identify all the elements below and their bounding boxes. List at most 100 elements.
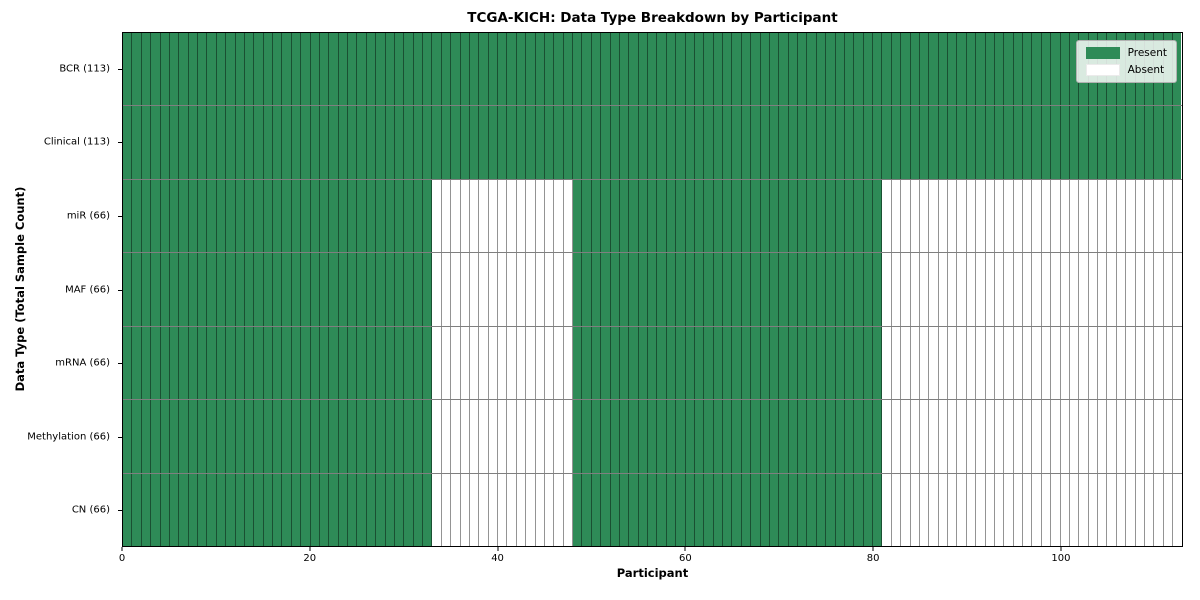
heatmap-cell [319, 253, 330, 326]
heatmap-cell [591, 253, 602, 326]
heatmap-cell [779, 473, 789, 546]
heatmap-cell [826, 326, 836, 400]
heatmap-cell [516, 106, 527, 179]
heatmap-cell [591, 326, 602, 400]
x-tick-mark [309, 547, 311, 551]
heatmap-cell [207, 253, 217, 326]
heatmap-cell [291, 106, 302, 179]
y-tick-label: MAF (66) [65, 284, 110, 295]
heatmap-cell [807, 400, 817, 473]
heatmap-cell [460, 253, 470, 326]
heatmap-cell [957, 33, 967, 106]
heatmap-cell [769, 33, 780, 106]
x-tick-label: 0 [118, 553, 126, 564]
heatmap-cell [160, 33, 170, 106]
heatmap-cell [451, 179, 461, 253]
heatmap-cell [844, 179, 855, 253]
heatmap-cell [591, 33, 602, 106]
heatmap-cell [329, 33, 339, 106]
heatmap-cell [451, 473, 461, 546]
x-tick-mark [121, 547, 123, 551]
heatmap-cell [976, 326, 986, 400]
heatmap-cell [1126, 400, 1136, 473]
heatmap-cell [816, 106, 827, 179]
y-axis: BCR (113) Clinical (113) miR (66) MAF (66) m… [0, 32, 122, 547]
heatmap-cell [469, 253, 480, 326]
heatmap-cell [1154, 400, 1164, 473]
heatmap-cell [141, 326, 152, 400]
heatmap-cell [732, 473, 742, 546]
heatmap-cell [1060, 33, 1070, 106]
heatmap-cell [460, 179, 470, 253]
heatmap-cell [929, 179, 939, 253]
heatmap-cell [1013, 33, 1023, 106]
heatmap-cell [488, 473, 498, 546]
heatmap-cell [1051, 106, 1061, 179]
heatmap-cell [816, 179, 827, 253]
heatmap-cell [1060, 106, 1070, 179]
heatmap-cell [816, 33, 827, 106]
heatmap-cell [394, 326, 405, 400]
heatmap-cell [938, 106, 948, 179]
heatmap-cell [301, 400, 311, 473]
heatmap-cell [948, 400, 958, 473]
heatmap-cell [357, 106, 367, 179]
heatmap-cell [910, 400, 920, 473]
heatmap-cell [573, 326, 583, 400]
heatmap-cell [554, 33, 564, 106]
heatmap-cell [1013, 400, 1023, 473]
heatmap-cell [1135, 179, 1145, 253]
heatmap-cell [694, 179, 705, 253]
heatmap-cell [573, 253, 583, 326]
heatmap-cell [919, 400, 930, 473]
heatmap-cell [498, 33, 508, 106]
heatmap-cell [929, 106, 939, 179]
x-axis-label: Participant [616, 566, 689, 580]
heatmap-cell [798, 253, 808, 326]
heatmap-cell [638, 179, 648, 253]
heatmap-cell [263, 33, 273, 106]
heatmap-row-mrna [123, 326, 1182, 401]
heatmap-cell [788, 106, 798, 179]
heatmap-cell [807, 106, 817, 179]
heatmap-cell [807, 179, 817, 253]
heatmap-cell [657, 400, 667, 473]
heatmap-cell [376, 400, 386, 473]
heatmap-cell [788, 473, 798, 546]
heatmap-cell [244, 33, 255, 106]
heatmap-cell [151, 326, 161, 400]
heatmap-cell [216, 33, 227, 106]
heatmap-cell [648, 179, 658, 253]
heatmap-cell [966, 179, 977, 253]
heatmap-cell [938, 473, 948, 546]
heatmap-cell [441, 106, 452, 179]
x-tick-label: 60 [678, 553, 692, 564]
heatmap-cell [873, 326, 883, 400]
heatmap-cell [919, 179, 930, 253]
heatmap-cell [1069, 400, 1080, 473]
heatmap-cell [788, 33, 798, 106]
heatmap-cell [1023, 400, 1033, 473]
heatmap-cell [423, 106, 433, 179]
heatmap-cell [1173, 326, 1182, 400]
heatmap-cell [160, 400, 170, 473]
heatmap-row-bcr [123, 33, 1182, 107]
heatmap-cell [957, 400, 967, 473]
heatmap-cell [460, 400, 470, 473]
heatmap-cell [994, 106, 1005, 179]
heatmap-cell [507, 253, 517, 326]
heatmap-cell [1013, 253, 1023, 326]
heatmap-cell [1004, 326, 1014, 400]
heatmap-cell [338, 473, 348, 546]
heatmap-cell [263, 106, 273, 179]
heatmap-cell [291, 400, 302, 473]
heatmap-cell [1069, 106, 1080, 179]
heatmap-cell [657, 33, 667, 106]
heatmap-cell [1154, 326, 1164, 400]
heatmap-cell [704, 253, 714, 326]
heatmap-cell [1079, 400, 1089, 473]
heatmap-cell [488, 326, 498, 400]
heatmap-cell [1135, 326, 1145, 400]
heatmap-cell [957, 473, 967, 546]
heatmap-cell [582, 106, 592, 179]
